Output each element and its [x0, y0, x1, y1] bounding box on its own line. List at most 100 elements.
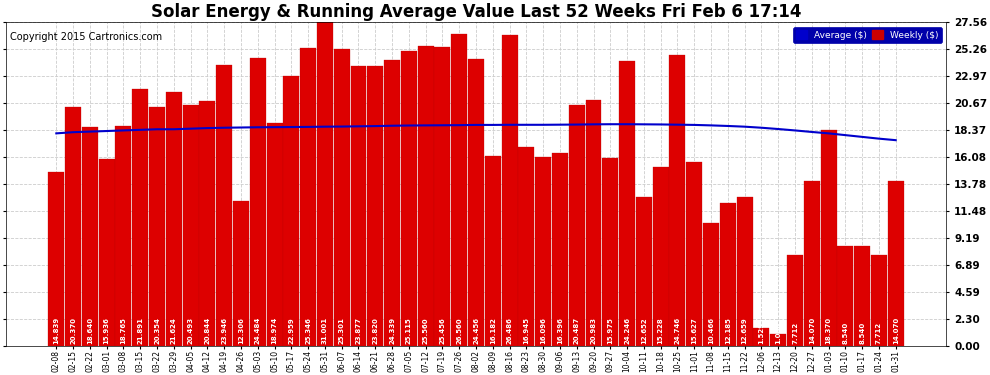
Text: 15.975: 15.975 — [607, 317, 614, 344]
Bar — [787, 255, 803, 346]
Text: 20.370: 20.370 — [70, 317, 76, 344]
Bar — [585, 99, 602, 346]
Text: 16.945: 16.945 — [524, 317, 530, 344]
Text: 7.712: 7.712 — [792, 322, 798, 344]
Text: 18.765: 18.765 — [121, 317, 127, 344]
Bar — [502, 35, 518, 346]
Bar — [334, 49, 349, 346]
Bar — [49, 172, 64, 346]
Text: 24.339: 24.339 — [389, 317, 395, 344]
Bar — [804, 181, 820, 346]
Bar — [401, 51, 417, 346]
Bar — [99, 159, 115, 346]
Text: 16.096: 16.096 — [541, 317, 546, 344]
Text: 26.486: 26.486 — [507, 317, 513, 344]
Bar — [838, 246, 853, 346]
Bar — [384, 60, 400, 346]
Bar — [703, 223, 719, 346]
Text: 24.456: 24.456 — [473, 317, 479, 344]
Bar — [451, 34, 467, 346]
Bar — [350, 66, 366, 346]
Text: 21.624: 21.624 — [171, 317, 177, 344]
Bar — [266, 123, 282, 346]
Text: 1.006: 1.006 — [775, 322, 781, 344]
Bar — [602, 158, 619, 346]
Bar — [888, 181, 904, 346]
Bar — [116, 126, 132, 346]
Text: 23.820: 23.820 — [372, 317, 378, 344]
Text: 26.560: 26.560 — [456, 317, 462, 344]
Bar — [519, 147, 535, 346]
Text: 25.346: 25.346 — [305, 317, 311, 344]
Text: 14.070: 14.070 — [809, 317, 815, 344]
Text: 16.182: 16.182 — [490, 317, 496, 344]
Bar — [249, 58, 265, 346]
Text: 24.484: 24.484 — [254, 316, 260, 344]
Bar — [82, 127, 98, 346]
Bar — [720, 203, 736, 346]
Bar — [216, 65, 233, 346]
Bar — [871, 255, 887, 346]
Text: 22.959: 22.959 — [288, 317, 294, 344]
Text: 20.983: 20.983 — [590, 317, 597, 344]
Bar — [367, 66, 383, 346]
Bar — [854, 246, 870, 346]
Text: 8.540: 8.540 — [859, 322, 865, 344]
Legend: Average ($), Weekly ($): Average ($), Weekly ($) — [793, 27, 941, 43]
Text: 20.354: 20.354 — [154, 317, 160, 344]
Text: 8.540: 8.540 — [842, 322, 848, 344]
Bar — [182, 105, 199, 346]
Text: 7.712: 7.712 — [876, 322, 882, 344]
Text: 23.946: 23.946 — [221, 317, 227, 344]
Bar — [199, 101, 216, 346]
Text: 21.891: 21.891 — [138, 317, 144, 344]
Text: 15.627: 15.627 — [691, 317, 697, 344]
Bar — [283, 76, 299, 346]
Bar — [149, 107, 165, 346]
Bar — [468, 59, 484, 346]
Bar — [737, 197, 752, 346]
Text: 12.659: 12.659 — [742, 317, 747, 344]
Text: 1.529: 1.529 — [758, 322, 764, 344]
Bar — [133, 89, 148, 346]
Bar — [166, 92, 182, 346]
Text: 24.246: 24.246 — [624, 317, 630, 344]
Bar — [619, 61, 635, 346]
Text: 18.640: 18.640 — [87, 317, 93, 344]
Bar — [65, 107, 81, 346]
Text: 16.396: 16.396 — [557, 317, 563, 344]
Bar — [669, 56, 685, 346]
Text: 25.456: 25.456 — [440, 317, 446, 344]
Bar — [233, 201, 248, 346]
Bar — [552, 153, 568, 346]
Bar — [485, 156, 501, 346]
Text: 14.839: 14.839 — [53, 317, 59, 344]
Bar — [300, 48, 316, 346]
Text: 18.974: 18.974 — [271, 317, 277, 344]
Bar — [770, 334, 786, 346]
Text: 15.228: 15.228 — [657, 317, 663, 344]
Text: 15.936: 15.936 — [104, 317, 110, 344]
Bar — [652, 167, 668, 346]
Bar — [536, 157, 551, 346]
Bar — [418, 46, 434, 346]
Text: 23.877: 23.877 — [355, 317, 361, 344]
Bar — [753, 328, 769, 346]
Bar — [686, 162, 702, 346]
Bar — [435, 47, 450, 346]
Text: 20.487: 20.487 — [574, 317, 580, 344]
Bar — [821, 130, 837, 346]
Title: Solar Energy & Running Average Value Last 52 Weeks Fri Feb 6 17:14: Solar Energy & Running Average Value Las… — [150, 3, 801, 21]
Bar — [636, 197, 651, 346]
Text: 18.370: 18.370 — [826, 317, 832, 344]
Text: 25.301: 25.301 — [339, 317, 345, 344]
Bar — [317, 0, 333, 346]
Bar — [569, 105, 585, 346]
Text: 10.466: 10.466 — [708, 317, 714, 344]
Text: 25.560: 25.560 — [423, 317, 429, 344]
Text: 25.115: 25.115 — [406, 317, 412, 344]
Text: 20.844: 20.844 — [204, 317, 211, 344]
Text: Copyright 2015 Cartronics.com: Copyright 2015 Cartronics.com — [10, 32, 162, 42]
Text: 14.070: 14.070 — [893, 317, 899, 344]
Text: 12.306: 12.306 — [238, 317, 244, 344]
